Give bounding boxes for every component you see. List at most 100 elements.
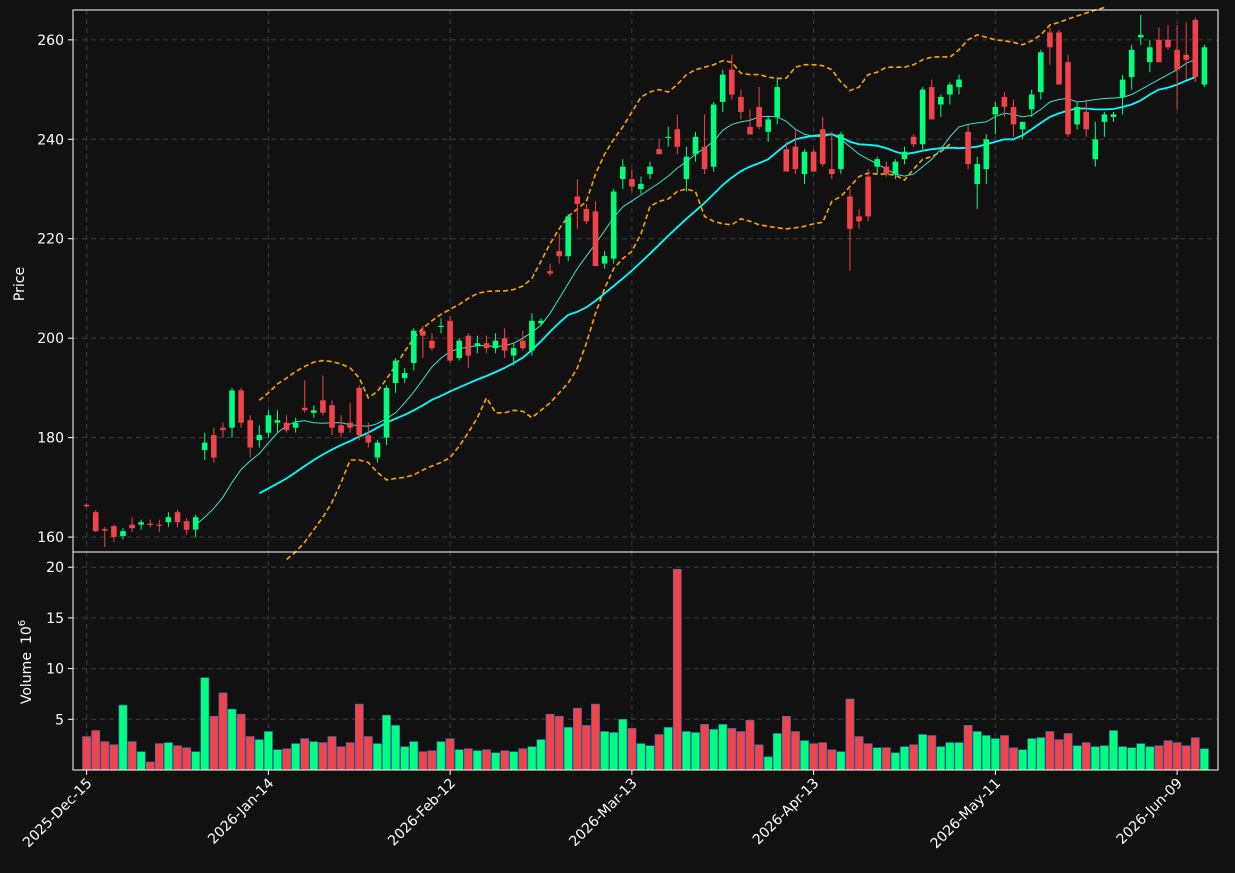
volume-bar [173, 745, 182, 771]
volume-bar [191, 751, 201, 771]
volume-bar [472, 750, 482, 771]
candle-body [1201, 47, 1208, 85]
candle-body [229, 390, 235, 428]
volume-bar [545, 713, 555, 771]
volume-axis-exponent: 6 [17, 620, 28, 626]
volume-bar [609, 732, 619, 771]
bollinger-upper-line [258, 6, 1105, 401]
volume-bar [427, 750, 437, 771]
volume-bar [954, 742, 964, 771]
candle-body [865, 176, 871, 217]
candle-body [256, 435, 263, 441]
volume-bar [309, 741, 319, 771]
candle-body [338, 425, 344, 433]
price-tick-label: 180 [37, 431, 64, 447]
volume-bar [245, 736, 255, 771]
sma-slow-line [258, 76, 1196, 495]
candle-body [992, 107, 999, 115]
candle-body [1101, 114, 1108, 122]
volume-bar [672, 568, 682, 771]
candle-body [438, 325, 444, 327]
volume-bar [890, 752, 900, 771]
candle-body [747, 126, 753, 135]
volume-bar [382, 714, 391, 771]
volume-bar [727, 728, 737, 771]
volume-bar [872, 747, 882, 771]
candle-body [447, 320, 453, 361]
candle-body [474, 343, 481, 346]
volume-bar [1118, 746, 1127, 771]
candle-body [283, 422, 290, 431]
volume-bar [209, 715, 219, 771]
volume-bar [509, 751, 519, 771]
volume-bar [1027, 738, 1037, 771]
volume-bar [1018, 749, 1027, 771]
candle-body [1074, 107, 1080, 125]
candle-body [629, 179, 635, 187]
volume-bar [1190, 737, 1200, 771]
candle-body [792, 146, 799, 170]
candle-body [211, 435, 217, 458]
candle-body [492, 340, 499, 349]
candle-body [574, 196, 581, 204]
price-tick-label: 200 [37, 331, 64, 347]
volume-bar [236, 713, 246, 771]
candle-body [1110, 114, 1117, 117]
candle-body [365, 435, 372, 443]
candle-body [92, 512, 99, 532]
candle-body [610, 191, 617, 259]
candle-body [774, 87, 780, 117]
candle-body [547, 271, 553, 274]
candle-body [838, 134, 844, 170]
candle-body [347, 422, 353, 428]
candle-body [311, 410, 317, 413]
volume-bar [182, 747, 191, 771]
candle-body [383, 387, 390, 438]
volume-bar [863, 743, 873, 771]
candle-body [892, 161, 899, 175]
candle-body [1001, 97, 1008, 107]
price-tick-label: 160 [37, 530, 64, 546]
volume-bar [391, 725, 400, 771]
candle-body [729, 69, 735, 95]
volume-bar [518, 748, 528, 771]
volume-bar [990, 738, 1000, 771]
candle-body [1047, 32, 1053, 48]
candle-body [756, 107, 762, 127]
candle-body [874, 159, 880, 167]
volume-bar [718, 724, 728, 771]
candle-body [520, 340, 526, 349]
volume-bar [691, 732, 700, 771]
candle-body [601, 256, 608, 264]
candle-body [147, 523, 153, 525]
candle-body [1183, 54, 1189, 60]
candle-body [819, 129, 826, 165]
candle-body [238, 390, 244, 423]
candle-body [129, 524, 135, 529]
volume-bar [763, 756, 773, 771]
volume-bar [1109, 730, 1118, 771]
volume-axis-label-text: Volume [19, 652, 35, 704]
volume-bar [654, 734, 664, 771]
candle-body [465, 335, 472, 356]
candle-body [565, 216, 571, 257]
volume-bar [445, 738, 455, 771]
volume-bar [1172, 742, 1182, 771]
price-tick-label: 240 [37, 132, 64, 148]
bollinger-lower-line [286, 143, 951, 561]
candle-body [965, 131, 971, 165]
candle-body [411, 330, 417, 363]
candle-body [783, 149, 790, 172]
candle-body [983, 139, 990, 170]
bollinger-bands [258, 6, 1105, 561]
volume-bar [681, 731, 691, 771]
volume-bar [291, 743, 300, 771]
volume-bar [336, 746, 346, 771]
candle-body [1028, 94, 1035, 110]
candle-body [529, 320, 535, 351]
candle-body [156, 524, 163, 526]
volume-bar [500, 750, 510, 771]
candle-body [701, 146, 708, 170]
volume-bar [1009, 747, 1018, 771]
volume-tick-label: 5 [55, 712, 64, 728]
